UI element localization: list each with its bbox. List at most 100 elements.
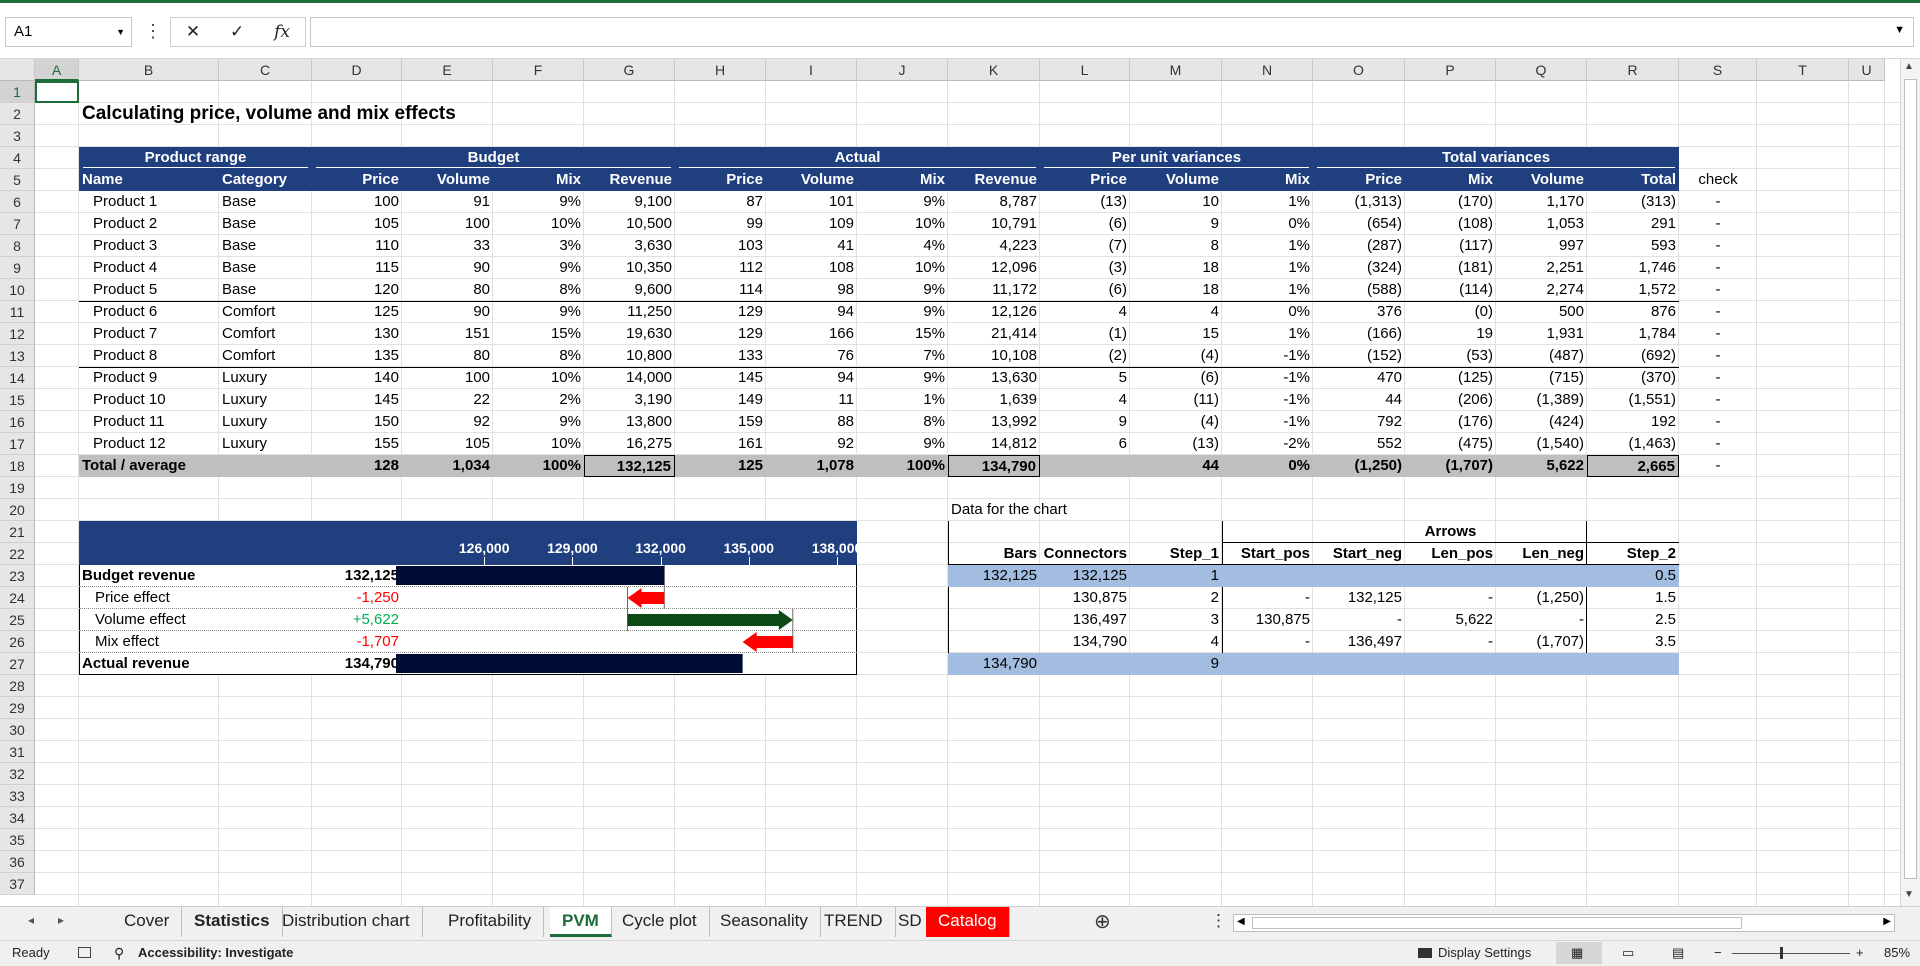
display-settings-button[interactable]: Display Settings xyxy=(1438,945,1532,960)
column-header-o[interactable]: O xyxy=(1313,59,1405,81)
zoom-slider[interactable] xyxy=(1732,953,1850,954)
tab-profitability[interactable]: Profitability xyxy=(436,907,545,937)
row-header-35[interactable]: 35 xyxy=(0,829,35,851)
row-header-29[interactable]: 29 xyxy=(0,697,35,719)
column-header-t[interactable]: T xyxy=(1757,59,1849,81)
row-header-36[interactable]: 36 xyxy=(0,851,35,873)
scroll-down-icon[interactable]: ▼ xyxy=(1904,889,1914,900)
zoom-in-icon[interactable]: + xyxy=(1856,945,1864,960)
column-header-b[interactable]: B xyxy=(79,59,219,81)
tab-cycle-plot[interactable]: Cycle plot xyxy=(610,907,710,937)
row-header-14[interactable]: 14 xyxy=(0,367,35,389)
name-box[interactable]: A1 ▼ xyxy=(5,17,132,47)
horizontal-scrollbar[interactable]: ◀ ▶ xyxy=(1233,914,1895,932)
tab-distribution-chart[interactable]: Distribution chart xyxy=(270,907,423,937)
row-header-12[interactable]: 12 xyxy=(0,323,35,345)
tab-seasonality[interactable]: Seasonality xyxy=(708,907,821,937)
zoom-slider-handle[interactable] xyxy=(1780,947,1783,959)
row-header-33[interactable]: 33 xyxy=(0,785,35,807)
column-header-g[interactable]: G xyxy=(584,59,675,81)
column-header-f[interactable]: F xyxy=(493,59,584,81)
zoom-level[interactable]: 85% xyxy=(1884,945,1911,960)
row-header-26[interactable]: 26 xyxy=(0,631,35,653)
scroll-thumb[interactable] xyxy=(1904,79,1917,879)
row-header-15[interactable]: 15 xyxy=(0,389,35,411)
select-all-corner[interactable] xyxy=(0,59,35,81)
chevron-down-icon[interactable]: ▼ xyxy=(116,27,125,37)
column-header-c[interactable]: C xyxy=(219,59,312,81)
row-header-4[interactable]: 4 xyxy=(0,147,35,169)
row-header-31[interactable]: 31 xyxy=(0,741,35,763)
row-header-37[interactable]: 37 xyxy=(0,873,35,895)
row-header-27[interactable]: 27 xyxy=(0,653,35,675)
row-header-20[interactable]: 20 xyxy=(0,499,35,521)
tab-trend[interactable]: TREND xyxy=(812,907,896,937)
column-header-e[interactable]: E xyxy=(402,59,493,81)
prev-sheet-icon[interactable]: ◂ xyxy=(28,913,35,927)
row-header-1[interactable]: 1 xyxy=(0,81,35,103)
column-header-r[interactable]: R xyxy=(1587,59,1679,81)
column-header-k[interactable]: K xyxy=(948,59,1040,81)
column-header-i[interactable]: I xyxy=(766,59,857,81)
row-header-34[interactable]: 34 xyxy=(0,807,35,829)
column-header-j[interactable]: J xyxy=(857,59,948,81)
scroll-up-icon[interactable]: ▲ xyxy=(1904,61,1914,72)
display-settings-icon[interactable] xyxy=(1418,948,1432,958)
more-options-icon[interactable]: ⋮ xyxy=(1210,911,1227,930)
column-header-m[interactable]: M xyxy=(1130,59,1222,81)
accessibility-icon[interactable]: ⚲ xyxy=(114,945,125,961)
scroll-thumb[interactable] xyxy=(1252,917,1742,929)
accessibility-status[interactable]: Accessibility: Investigate xyxy=(138,945,294,960)
tab-statistics[interactable]: Statistics xyxy=(182,907,283,937)
column-header-u[interactable]: U xyxy=(1849,59,1885,81)
column-header-a[interactable]: A xyxy=(35,59,79,81)
column-header-p[interactable]: P xyxy=(1405,59,1496,81)
row-header-21[interactable]: 21 xyxy=(0,521,35,543)
normal-view-button[interactable] xyxy=(1556,942,1602,964)
row-header-6[interactable]: 6 xyxy=(0,191,35,213)
active-cell[interactable] xyxy=(35,81,79,103)
macro-recording-icon[interactable] xyxy=(78,947,91,958)
column-header-n[interactable]: N xyxy=(1222,59,1313,81)
cancel-icon[interactable]: ✕ xyxy=(185,22,201,41)
row-header-16[interactable]: 16 xyxy=(0,411,35,433)
row-header-9[interactable]: 9 xyxy=(0,257,35,279)
column-header-l[interactable]: L xyxy=(1040,59,1130,81)
more-options-icon[interactable]: ⋮ xyxy=(144,21,162,41)
row-header-30[interactable]: 30 xyxy=(0,719,35,741)
row-header-28[interactable]: 28 xyxy=(0,675,35,697)
tab-cover[interactable]: Cover xyxy=(112,907,183,937)
column-header-h[interactable]: H xyxy=(675,59,766,81)
row-header-10[interactable]: 10 xyxy=(0,279,35,301)
row-header-13[interactable]: 13 xyxy=(0,345,35,367)
row-header-18[interactable]: 18 xyxy=(0,455,35,477)
row-header-5[interactable]: 5 xyxy=(0,169,35,191)
page-layout-icon[interactable]: ▭ xyxy=(1622,945,1635,960)
column-header-d[interactable]: D xyxy=(312,59,402,81)
row-header-22[interactable]: 22 xyxy=(0,543,35,565)
row-header-19[interactable]: 19 xyxy=(0,477,35,499)
row-header-17[interactable]: 17 xyxy=(0,433,35,455)
add-sheet-icon[interactable]: ⊕ xyxy=(1094,911,1111,933)
row-header-25[interactable]: 25 xyxy=(0,609,35,631)
tab-pvm[interactable]: PVM xyxy=(550,907,612,937)
column-header-s[interactable]: S xyxy=(1679,59,1757,81)
row-header-2[interactable]: 2 xyxy=(0,103,35,125)
tab-catalog[interactable]: Catalog xyxy=(926,907,1010,937)
zoom-out-icon[interactable]: − xyxy=(1714,945,1722,960)
row-header-24[interactable]: 24 xyxy=(0,587,35,609)
page-break-icon[interactable]: ▤ xyxy=(1672,945,1685,960)
formula-input[interactable]: ▼ xyxy=(310,17,1914,47)
column-header-q[interactable]: Q xyxy=(1496,59,1587,81)
row-header-11[interactable]: 11 xyxy=(0,301,35,323)
vertical-scrollbar[interactable]: ▲ ▼ xyxy=(1900,59,1920,906)
row-header-3[interactable]: 3 xyxy=(0,125,35,147)
insert-function-icon[interactable]: fx xyxy=(274,22,291,42)
chevron-down-icon[interactable]: ▼ xyxy=(1894,24,1905,36)
row-header-8[interactable]: 8 xyxy=(0,235,35,257)
next-sheet-icon[interactable]: ▸ xyxy=(58,913,65,927)
worksheet-grid[interactable]: A B C D E F G H I J K L M N O P Q R S T U 1 2 3 4 5 6 7 8 9 10 11 12 13 14… xyxy=(0,59,1900,906)
row-header-32[interactable]: 32 xyxy=(0,763,35,785)
enter-icon[interactable]: ✓ xyxy=(230,22,245,41)
row-header-23[interactable]: 23 xyxy=(0,565,35,587)
